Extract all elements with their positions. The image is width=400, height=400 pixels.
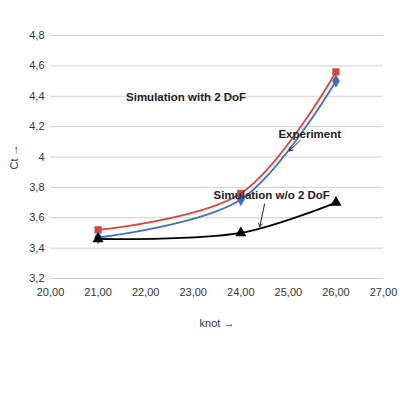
svg-text:4,8: 4,8 [29, 29, 44, 41]
svg-text:24,00: 24,00 [227, 286, 255, 298]
svg-text:3,8: 3,8 [29, 181, 44, 193]
svg-text:4,2: 4,2 [29, 120, 44, 132]
svg-text:Experiment: Experiment [278, 128, 341, 140]
svg-text:4: 4 [38, 151, 44, 163]
svg-text:22,00: 22,00 [132, 286, 160, 298]
svg-text:26,00: 26,00 [322, 286, 350, 298]
svg-text:4,6: 4,6 [29, 59, 44, 71]
svg-text:3,4: 3,4 [29, 242, 44, 254]
svg-text:Ct →: Ct → [8, 144, 20, 169]
svg-text:20,00: 20,00 [37, 286, 65, 298]
svg-text:23,00: 23,00 [179, 286, 207, 298]
svg-text:4,4: 4,4 [29, 90, 44, 102]
svg-text:25,00: 25,00 [275, 286, 303, 298]
svg-text:Simulation w/o 2 DoF: Simulation w/o 2 DoF [214, 189, 330, 201]
svg-text:3,6: 3,6 [29, 211, 44, 223]
svg-text:knot →: knot → [200, 317, 235, 329]
svg-text:3,2: 3,2 [29, 272, 44, 284]
svg-text:Simulation with 2 DoF: Simulation with 2 DoF [126, 91, 246, 103]
svg-text:27,00: 27,00 [370, 286, 398, 298]
svg-text:21,00: 21,00 [84, 286, 112, 298]
